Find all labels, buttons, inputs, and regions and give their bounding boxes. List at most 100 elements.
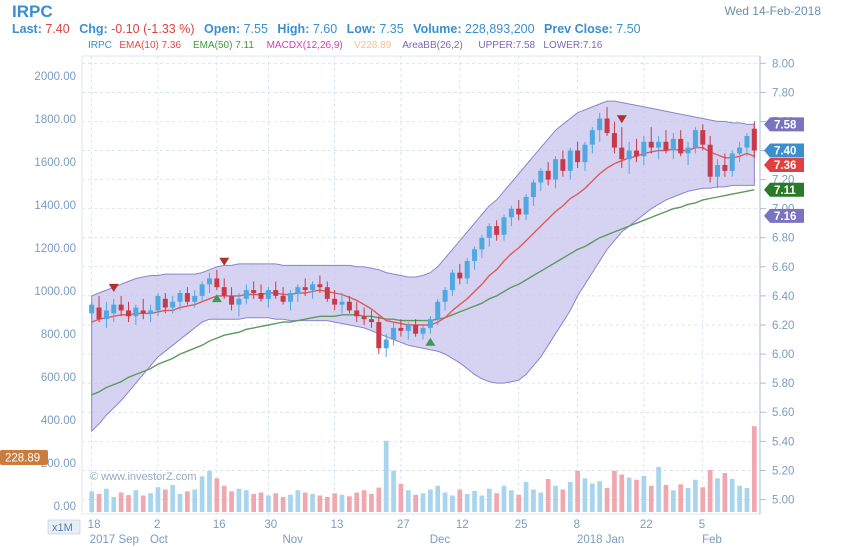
candle-body (287, 292, 293, 302)
volume-unit-label: x1M (52, 522, 73, 534)
volume-bar (663, 485, 669, 512)
macd-tick-label: 0.00 (54, 501, 76, 513)
macd-tick-label: 600.00 (41, 372, 76, 384)
candle-body (398, 327, 404, 331)
volume-bar (369, 494, 374, 512)
macd-tick-label: 400.00 (41, 415, 76, 427)
candle-body (575, 150, 581, 163)
volume-bar (508, 490, 514, 512)
volume-bar (199, 476, 205, 512)
candle-body (251, 290, 257, 293)
buy-signal-marker (211, 294, 222, 303)
candle-body (354, 310, 360, 317)
macd-tick-label: 800.00 (41, 329, 76, 341)
legend-item: V228.89 (354, 40, 392, 51)
candle-body (258, 292, 264, 299)
candle-body (302, 287, 308, 291)
volume-badge: 228.89 (0, 450, 48, 465)
legend-item: MACDX(12,26,9) (267, 40, 343, 51)
volume-bar (302, 492, 308, 512)
volume-bar (391, 470, 396, 512)
volume-bar (354, 492, 360, 512)
volume-bar (258, 492, 264, 512)
candle-body (383, 339, 389, 349)
volume-bar (597, 481, 603, 512)
volume-bar (398, 483, 404, 512)
volume-bar (324, 497, 330, 512)
candle-body (634, 150, 640, 157)
candle-body (707, 144, 713, 177)
volume-bar (553, 485, 558, 512)
candle-body (508, 208, 514, 218)
volume-bar (700, 487, 706, 512)
open-value: 7.55 (243, 22, 268, 36)
volume-bar (744, 488, 750, 512)
volume-bar (111, 497, 117, 512)
price-tick-label: 6.20 (772, 320, 794, 332)
price-badge-label: 7.40 (774, 146, 796, 158)
candle-body (317, 284, 323, 288)
volume-bar (457, 489, 463, 512)
macd-tick-label: 2000.00 (34, 71, 76, 83)
quote-stats: Last: 7.40 Chg: -0.10 (-1.33 %) Open: 7.… (12, 22, 641, 36)
candle-body (339, 301, 345, 305)
candle-body (405, 324, 411, 331)
volume-bar (516, 494, 522, 512)
price-tick-label: 6.00 (772, 349, 794, 361)
volume-bar (170, 485, 176, 512)
volume-bar (251, 494, 257, 512)
volume-bar (582, 478, 588, 512)
prev-close-value: 7.50 (616, 22, 641, 36)
candle-body (140, 310, 146, 314)
macd-tick-label: 1000.00 (34, 286, 76, 298)
volume-bar (722, 473, 728, 512)
candle-body (273, 290, 279, 296)
date-tick-label: 18 (88, 519, 101, 531)
volume-bar (177, 494, 183, 512)
candle-body (501, 217, 507, 235)
buy-signal-marker (425, 337, 436, 346)
watermark: © www.investorZ.com (90, 471, 197, 483)
price-tick-label: 6.60 (772, 262, 794, 274)
date-tick-label: 27 (397, 519, 410, 531)
volume-bar (339, 494, 345, 512)
volume-bar (656, 467, 661, 512)
price-tick-label: 8.00 (772, 58, 794, 70)
prev-close-label: Prev Close: (544, 22, 613, 36)
candle-body (516, 208, 522, 215)
macd-tick-label: 1800.00 (34, 114, 76, 126)
price-tick-label: 5.40 (772, 436, 794, 448)
legend-item: EMA(50) (193, 40, 232, 51)
volume-bar (155, 487, 161, 512)
volume-bar (428, 489, 433, 512)
volume-bar (450, 495, 455, 512)
candle-body (560, 159, 566, 171)
macd-tick-label: 1200.00 (34, 243, 76, 255)
volume-bar (207, 470, 212, 512)
legend-item: LOWER:7.16 (543, 40, 602, 51)
volume-bar (641, 476, 647, 512)
volume-bar (236, 488, 242, 512)
volume-bar (648, 485, 654, 512)
chg-label: Chg: (79, 22, 108, 36)
candle-body (229, 295, 235, 305)
last-value: 7.40 (45, 22, 70, 36)
volume-bar (376, 487, 382, 512)
indicator-legend: IRPC EMA(10) 7.36 EMA(50) 7.11 MACDX(12,26,9)… (88, 40, 603, 51)
price-tick-label: 5.80 (772, 378, 794, 390)
volume-bar (89, 491, 95, 512)
date-period-label: Nov (282, 534, 303, 546)
volume-bar (140, 495, 146, 512)
candle-body (751, 128, 757, 151)
candle-body (567, 150, 573, 171)
candle-body (295, 287, 301, 293)
price-badge-label: 7.36 (774, 160, 796, 172)
date-tick-label: 12 (456, 519, 469, 531)
price-chart[interactable]: IRPC EMA(10) 7.36 EMA(50) 7.11 MACDX(12,26,9)… (0, 34, 845, 547)
candle-body (162, 298, 168, 308)
date-period-label: Dec (430, 534, 451, 546)
candle-body (457, 272, 463, 279)
candle-body (744, 135, 750, 148)
date-tick-label: 16 (213, 519, 226, 531)
candle-body (663, 141, 669, 151)
